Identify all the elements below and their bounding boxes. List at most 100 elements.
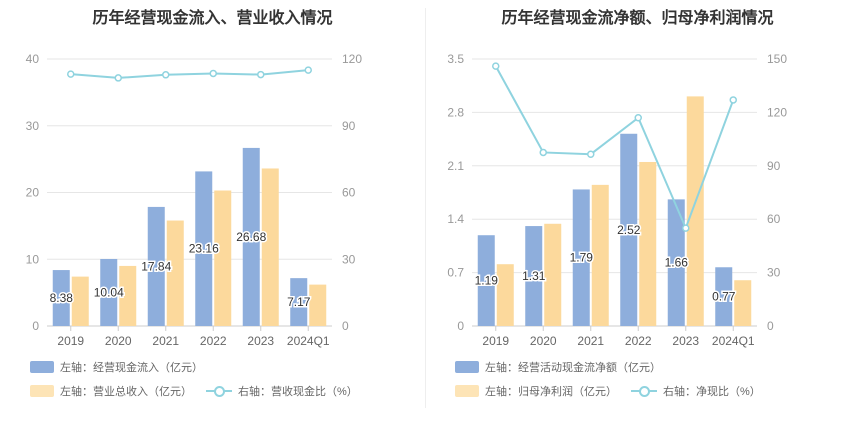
y-tick-label-right: 30 <box>767 266 781 280</box>
line-point <box>492 62 500 70</box>
bar-primary <box>147 206 165 326</box>
y-tick-label-right: 120 <box>342 52 362 66</box>
legend-swatch <box>455 361 479 373</box>
bar-secondary <box>214 190 232 326</box>
line-point <box>257 70 265 79</box>
line-point <box>114 74 122 82</box>
x-tick-label: 2019 <box>482 334 509 348</box>
legend-item[interactable]: 左轴：营业总收入（亿元） <box>30 383 192 399</box>
bar-primary <box>715 267 733 326</box>
chart-panel-left: 历年经营现金流入、营业收入情况 0 10 20 30 40 0 30 60 90 120 2019 2… <box>26 10 372 399</box>
line-point <box>539 148 547 157</box>
bar-primary <box>477 235 495 326</box>
y-tick-label-right: 60 <box>767 212 781 226</box>
y-tick-label-right: 90 <box>767 159 781 173</box>
bar-secondary <box>119 265 137 326</box>
chart-svg-left: 0 10 20 30 40 0 30 60 90 120 2019 2020 2021 2022 2023 2… <box>26 52 363 348</box>
line-point <box>209 69 217 78</box>
y-tick-label-right: 0 <box>342 319 349 333</box>
line-point <box>162 71 170 79</box>
y-tick-label-left: 0.7 <box>447 266 464 280</box>
x-tick-label: 2022 <box>625 334 652 348</box>
legend-item[interactable]: 左轴：经营活动现金流净额（亿元） <box>455 359 661 375</box>
bar-secondary <box>591 184 609 326</box>
x-tick-label: 2023 <box>247 334 274 348</box>
bar-secondary <box>309 284 327 326</box>
bar-secondary <box>686 96 704 326</box>
bar-primary <box>52 270 70 326</box>
line-point <box>304 66 312 74</box>
y-tick-label-right: 0 <box>767 319 774 333</box>
legend-label: 左轴：经营现金流入（亿元） <box>60 362 203 374</box>
bar-secondary <box>544 223 562 326</box>
x-tick-label: 2023 <box>672 334 699 348</box>
legend-item[interactable]: 右轴：营收现金比（%） <box>206 383 358 399</box>
legend-label: 左轴：营业总收入（亿元） <box>60 386 192 398</box>
line-point <box>587 150 595 158</box>
line-point <box>67 70 75 78</box>
bar-primary <box>572 189 590 326</box>
data-label: 10.04 <box>94 285 124 299</box>
legend-label: 左轴：经营活动现金流净额（亿元） <box>485 362 661 374</box>
x-tick-label: 2021 <box>577 334 604 348</box>
x-tick-label: 2020 <box>105 334 132 348</box>
legend-item[interactable]: 右轴：净现比（%） <box>631 383 761 399</box>
data-label: 23.16 <box>189 242 219 256</box>
legend-swatch <box>30 361 54 373</box>
line-series <box>494 65 735 231</box>
line-point <box>682 224 690 232</box>
legend-label: 左轴：归母净利润（亿元） <box>485 386 617 398</box>
data-label: 1.19 <box>475 274 499 288</box>
x-tick-label: 2022 <box>200 334 227 348</box>
chart-panel-right: 历年经营现金流净额、归母净利润情况 0 0.7 1.4 2.1 2.8 3.5 0 30 60 9… <box>425 0 850 437</box>
legend-swatch <box>30 385 54 397</box>
y-tick-label-left: 20 <box>26 186 40 200</box>
bar-primary <box>525 226 543 326</box>
data-label: 17.84 <box>141 259 171 273</box>
bar-primary <box>667 199 685 326</box>
bar-secondary <box>261 168 279 326</box>
data-label: 8.38 <box>50 291 74 305</box>
data-label: 1.66 <box>665 256 689 270</box>
legend-item[interactable]: 左轴：经营现金流入（亿元） <box>30 359 203 375</box>
legend-line-icon <box>206 385 232 397</box>
y-tick-label-right: 30 <box>342 252 356 266</box>
bar-secondary <box>496 264 514 326</box>
x-tick-label: 2019 <box>57 334 84 348</box>
data-label: 0.77 <box>712 290 736 304</box>
line-series <box>70 69 309 79</box>
legend-row: 左轴：经营活动现金流净额（亿元） <box>455 359 675 375</box>
y-tick-label-left: 10 <box>26 252 40 266</box>
legend-row: 左轴：经营现金流入（亿元） <box>30 359 217 375</box>
line-point <box>634 113 642 122</box>
bar-primary <box>195 171 213 326</box>
chart-title: 历年经营现金流入、营业收入情况 <box>92 10 333 27</box>
bar-secondary <box>639 161 657 326</box>
y-tick-label-right: 120 <box>767 105 787 119</box>
y-tick-label-right: 90 <box>342 119 356 133</box>
legend-label: 右轴：营收现金比（%） <box>238 386 358 398</box>
legend-line-icon <box>631 385 657 397</box>
data-label: 26.68 <box>236 230 266 244</box>
bar-secondary <box>734 280 752 326</box>
y-tick-label-right: 60 <box>342 186 356 200</box>
bar-primary <box>620 133 638 326</box>
bar-secondary <box>166 220 184 326</box>
legend-row: 左轴：营业总收入（亿元） 右轴：营收现金比（%） <box>30 383 372 399</box>
data-label: 2.52 <box>617 223 641 237</box>
legend-label: 右轴：净现比（%） <box>663 386 761 398</box>
bar-primary <box>242 147 260 326</box>
y-tick-label-left: 1.4 <box>447 212 464 226</box>
chart-title: 历年经营现金流净额、归母净利润情况 <box>501 10 774 27</box>
y-tick-label-left: 0 <box>457 319 464 333</box>
y-tick-label-left: 2.8 <box>447 105 464 119</box>
bar-secondary <box>71 276 89 326</box>
x-tick-label: 2020 <box>530 334 557 348</box>
data-label: 1.79 <box>570 251 594 265</box>
y-tick-label-left: 30 <box>26 119 40 133</box>
panel-divider <box>425 8 426 408</box>
y-tick-label-left: 2.1 <box>447 159 464 173</box>
x-tick-label: 2021 <box>152 334 179 348</box>
legend-item[interactable]: 左轴：归母净利润（亿元） <box>455 383 617 399</box>
